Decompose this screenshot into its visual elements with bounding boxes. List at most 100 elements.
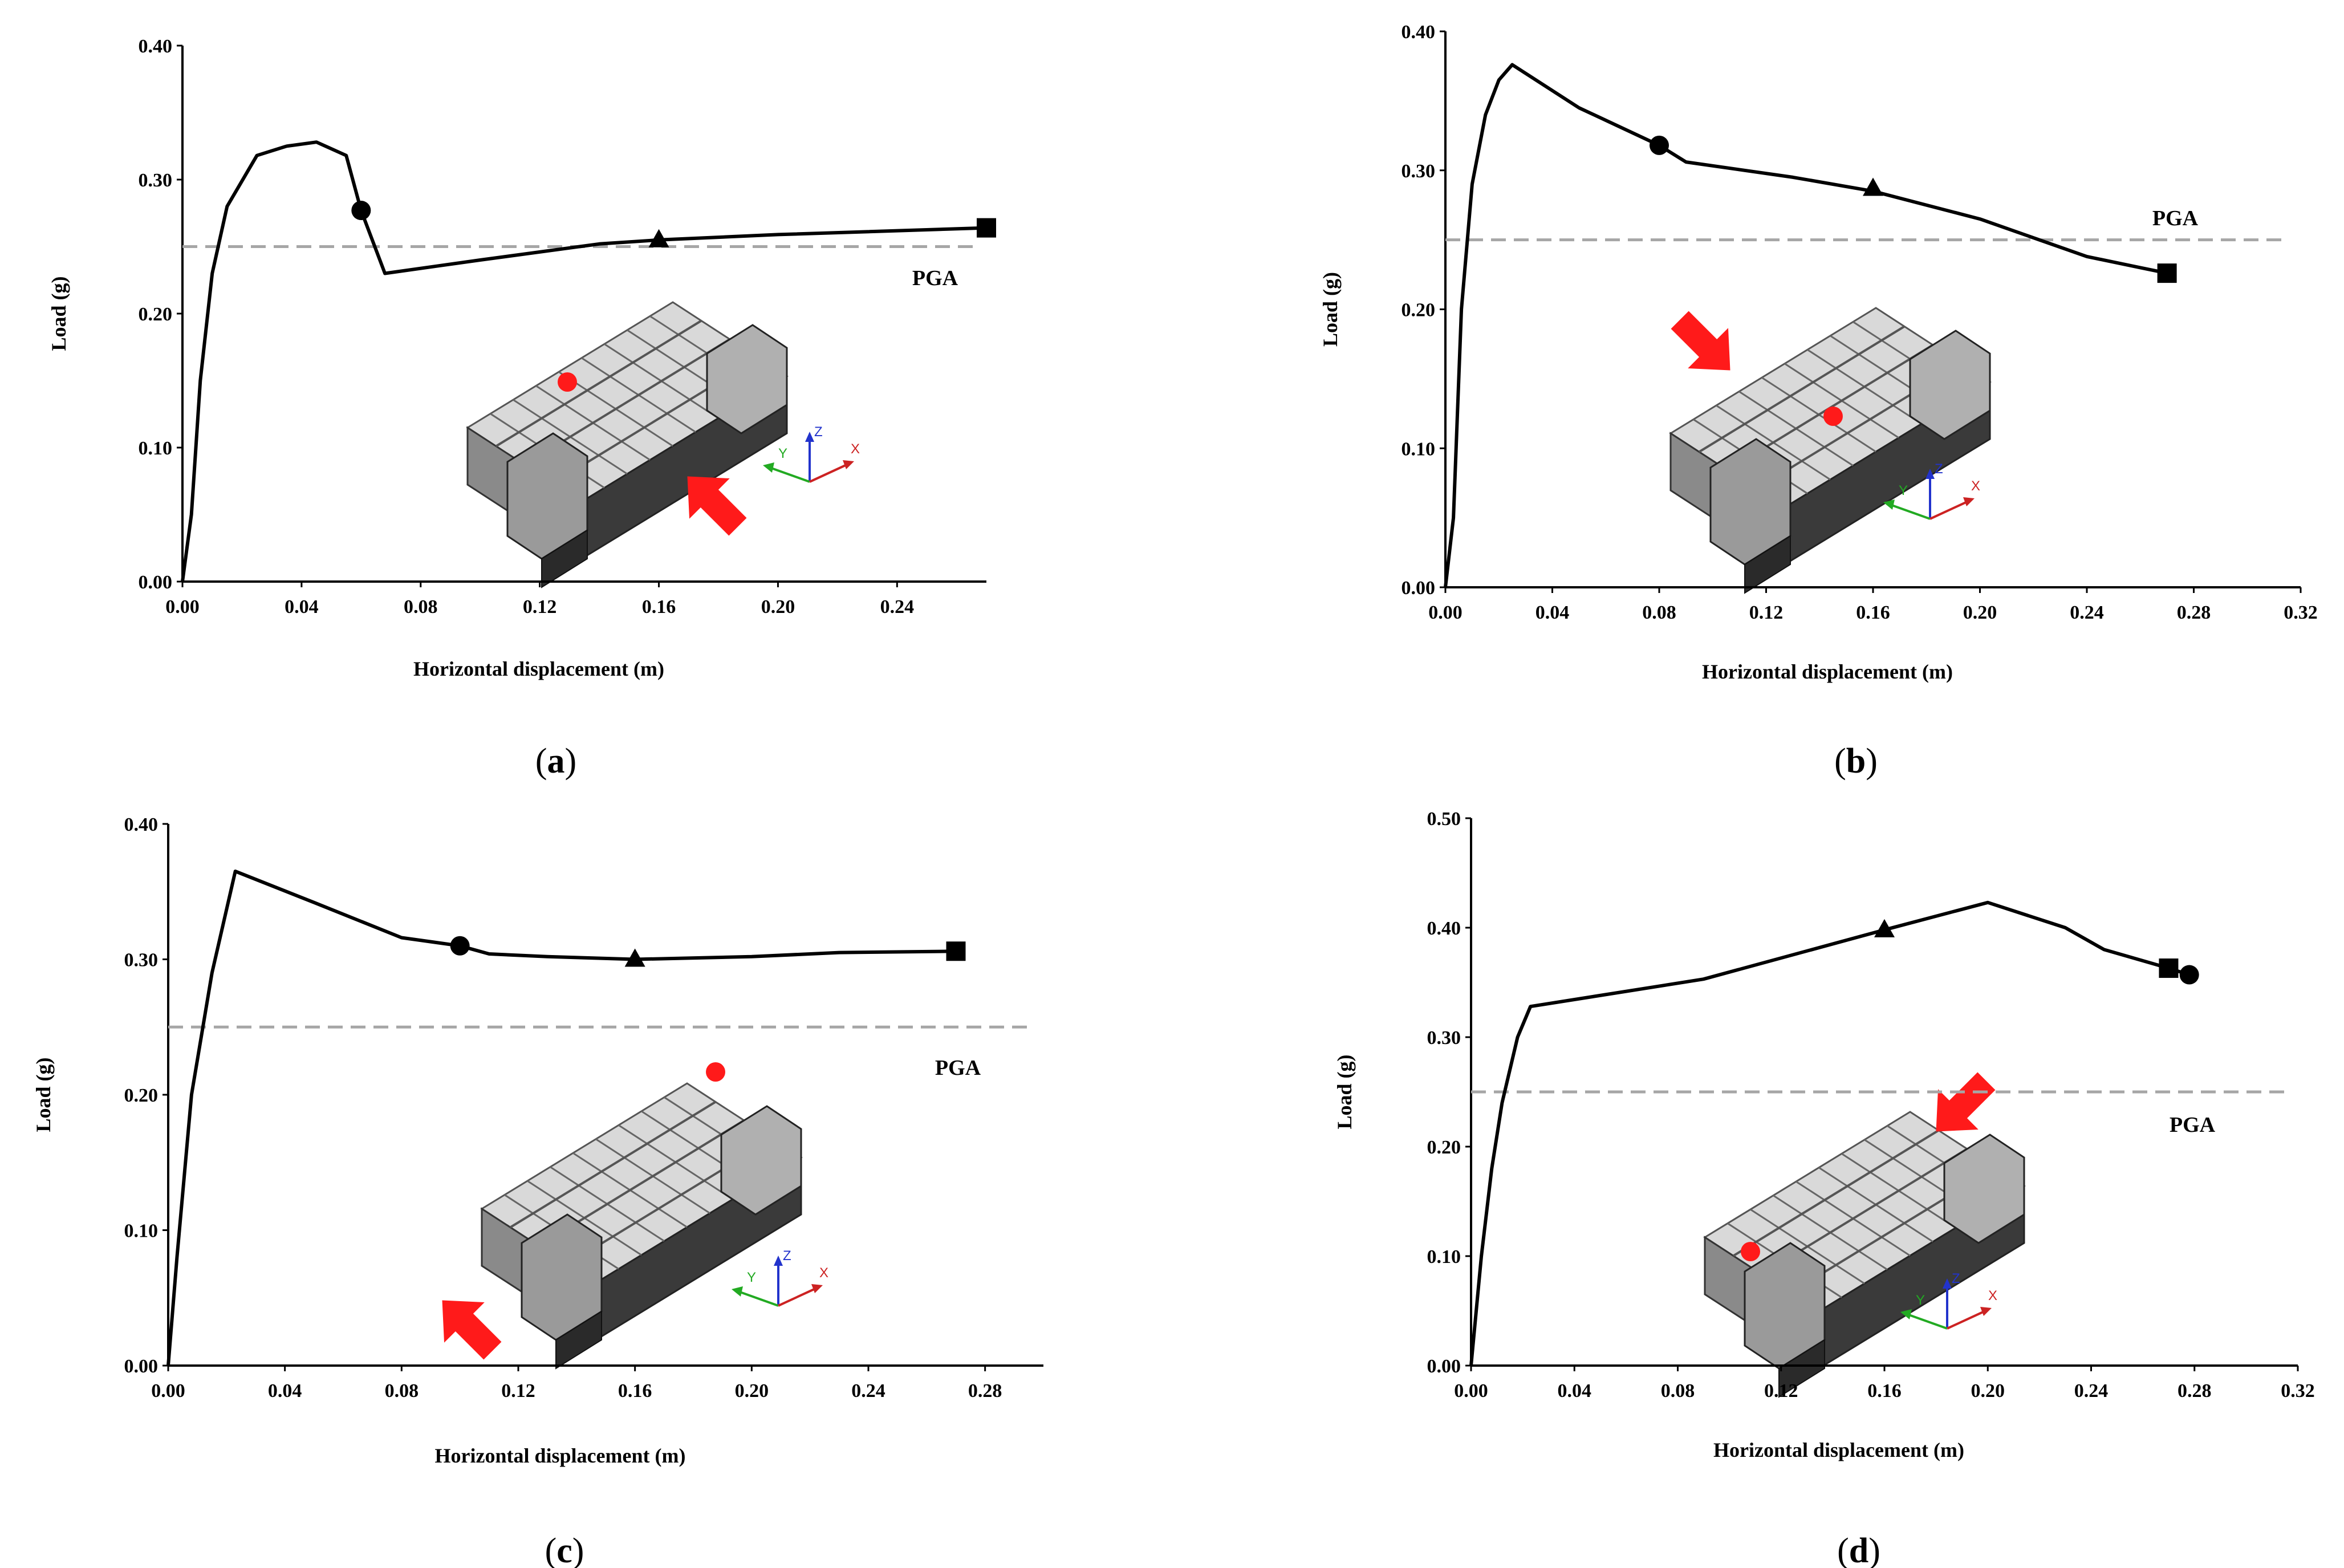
triad-z-label: Z — [783, 1248, 791, 1264]
triad-y-label: Y — [778, 446, 787, 461]
marker-square — [2159, 958, 2179, 978]
x-tick-label: 0.08 — [1661, 1380, 1695, 1402]
y-tick-label: 0.00 — [1401, 578, 1436, 599]
y-tick-label: 0.00 — [1427, 1356, 1461, 1377]
arrow-shape — [1936, 1072, 1996, 1132]
triad-x-axis — [809, 464, 847, 483]
model-wing-shadow — [1744, 535, 1791, 594]
y-tick-label: 0.20 — [1401, 300, 1436, 321]
x-tick-label: 0.00 — [165, 596, 200, 618]
y-axis-label: Load (g) — [1319, 272, 1342, 347]
panel-d: Z Y X 0.00 0.10 0.20 0.30 0.40 0.50 0.00 0.04 0.08 0… — [1333, 809, 2315, 1568]
x-tick-label: 0.04 — [285, 596, 319, 618]
x-tick-label: 0.28 — [2178, 1380, 2212, 1402]
x-tick-label: 0.04 — [1535, 602, 1570, 623]
y-tick-label: 0.20 — [124, 1085, 159, 1106]
caption-open-paren: ( — [1837, 1532, 1849, 1568]
panel-a-building-model — [466, 301, 789, 588]
triad-x-head — [1963, 497, 1975, 506]
triad-y-axis — [769, 466, 810, 483]
triad-z-label: Z — [1935, 461, 1943, 477]
x-tick-label: 0.04 — [1558, 1380, 1592, 1402]
triad-y-axis — [1890, 503, 1931, 520]
triad-y-head — [1883, 499, 1895, 510]
caption-close-paren: ) — [572, 1532, 584, 1568]
x-tick-label: 0.00 — [151, 1380, 185, 1402]
panel-c: Z Y X 0.00 0.10 0.20 0.30 0.40 0.00 0.04 0.08 0.12 0… — [32, 814, 1043, 1568]
x-tick-label: 0.00 — [1428, 602, 1463, 623]
marker-triangle — [1874, 919, 1895, 937]
x-axis-label: Horizontal displacement (m) — [1702, 660, 1953, 683]
x-tick-label: 0.32 — [2281, 1380, 2315, 1402]
x-tick-label: 0.24 — [2070, 602, 2104, 623]
triad-x-axis — [1929, 501, 1968, 520]
marker-square — [2157, 263, 2177, 283]
marker-triangle — [624, 948, 645, 967]
marker-square — [977, 218, 996, 238]
capacity-curve — [181, 140, 987, 582]
model-corridor-line — [1698, 325, 1906, 453]
triad-z-label: Z — [814, 424, 823, 440]
y-tick-label: 0.40 — [1427, 918, 1461, 939]
panel-b: Z Y X 0.00 0.10 0.20 0.30 0.40 0.00 0.04 0.08 0.12 0… — [1319, 22, 2318, 781]
pga-label: PGA — [2170, 1113, 2216, 1137]
y-tick-label: 0.40 — [139, 36, 173, 57]
triad-y-axis — [738, 1290, 779, 1307]
x-tick-label: 0.16 — [642, 596, 676, 618]
x-axis-label: Horizontal displacement (m) — [413, 657, 664, 680]
caption-letter: c — [556, 1532, 572, 1568]
x-tick-label: 0.20 — [1971, 1380, 2005, 1402]
triad-x-axis — [778, 1287, 816, 1307]
triad-z-head — [1925, 469, 1935, 479]
y-tick-label: 0.00 — [124, 1356, 159, 1377]
triad-y-head — [1900, 1309, 1912, 1319]
model-corridor-line — [1732, 1129, 1940, 1257]
y-tick-label: 0.30 — [1427, 1027, 1461, 1049]
model-wing-back — [1943, 1134, 2025, 1244]
panel-a-axis-triad: Z Y X — [763, 424, 860, 483]
x-tick-label: 0.12 — [1749, 602, 1784, 623]
triad-z-head — [1943, 1278, 1952, 1289]
y-tick-label: 0.10 — [1427, 1246, 1461, 1268]
caption-letter: b — [1846, 742, 1866, 781]
caption-letter: d — [1849, 1532, 1868, 1568]
triad-x-label: X — [851, 441, 860, 457]
marker-circle — [450, 936, 470, 956]
panel-d-axis-triad: Z Y X — [1900, 1271, 1997, 1330]
panel-c-axis-triad: Z Y X — [732, 1248, 828, 1307]
triad-y-axis — [1907, 1313, 1948, 1330]
arrow-shape — [1671, 311, 1730, 371]
x-tick-label: 0.12 — [1764, 1380, 1798, 1402]
model-wing-back — [720, 1105, 802, 1216]
panel-a: Z Y X 0.00 0.10 0.20 0.30 0.40 0.00 0.04 0.08 0.12 0… — [47, 36, 996, 781]
x-tick-label: 0.16 — [1856, 602, 1890, 623]
y-tick-label: 0.20 — [1427, 1137, 1461, 1158]
model-corridor-line — [509, 1100, 717, 1229]
caption-close-paren: ) — [565, 742, 577, 781]
x-tick-label: 0.08 — [404, 596, 438, 618]
y-tick-label: 0.10 — [1401, 438, 1436, 460]
capacity-curve — [1469, 900, 2190, 1366]
y-tick-label: 0.10 — [139, 438, 173, 459]
marker-square — [946, 941, 966, 961]
x-tick-label: 0.24 — [851, 1380, 885, 1402]
x-tick-label: 0.24 — [2074, 1380, 2109, 1402]
x-tick-label: 0.20 — [761, 596, 795, 618]
panel-b-load-direction-arrow — [1671, 311, 1730, 371]
marker-triangle — [1863, 177, 1883, 196]
caption-open-paren: ( — [1834, 742, 1846, 781]
y-tick-label: 0.20 — [139, 304, 173, 325]
x-tick-label: 0.16 — [618, 1380, 652, 1402]
panel-caption: (a) — [535, 742, 576, 781]
marker-circle — [2179, 965, 2199, 985]
y-tick-label: 0.30 — [124, 950, 159, 971]
triad-y-label: Y — [747, 1270, 756, 1285]
x-tick-label: 0.16 — [1867, 1380, 1902, 1402]
model-wing-shadow — [555, 1310, 602, 1370]
panel-d-load-direction-arrow — [1936, 1072, 1996, 1132]
y-tick-label: 0.50 — [1427, 809, 1461, 830]
arrow-shape — [687, 476, 747, 536]
x-tick-label: 0.08 — [1642, 602, 1676, 623]
x-tick-label: 0.12 — [501, 1380, 535, 1402]
